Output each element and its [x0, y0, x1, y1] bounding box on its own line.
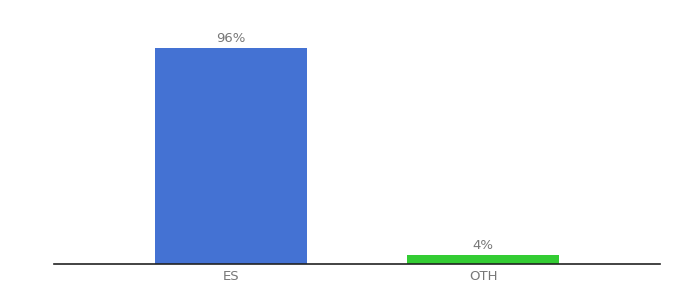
Bar — [407, 255, 559, 264]
Text: 96%: 96% — [216, 32, 245, 45]
Text: 4%: 4% — [473, 239, 494, 252]
Bar — [155, 48, 307, 264]
